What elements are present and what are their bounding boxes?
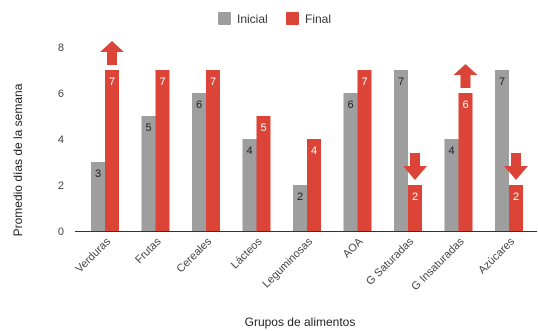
- data-label: 3: [95, 168, 101, 180]
- data-label: 7: [361, 76, 367, 88]
- data-label: 7: [210, 76, 216, 88]
- data-label: 2: [412, 191, 418, 203]
- x-axis-title: Grupos de alimentos: [245, 315, 356, 329]
- bar-final-cereales: [206, 70, 220, 231]
- data-label: 6: [347, 99, 353, 111]
- bar-inicial-verduras: [91, 162, 105, 231]
- data-label: 7: [499, 76, 505, 88]
- x-tick-label: Verduras: [74, 235, 114, 275]
- arrow-up-icon: [100, 41, 124, 65]
- x-axis: Verduras Frutas Cereales LácteosLeguminosas…: [74, 231, 537, 293]
- bar-final-g-saturadas: [408, 185, 422, 231]
- data-label: 2: [297, 191, 303, 203]
- data-label: 7: [109, 76, 115, 88]
- legend-label-inicial: Inicial: [237, 12, 268, 26]
- legend: Inicial Final: [218, 12, 331, 26]
- x-tick-label: G Saturadas: [364, 235, 417, 288]
- bar-final-leguminosas: [307, 139, 321, 231]
- data-label: 5: [260, 122, 266, 134]
- y-axis-title: Promedio días de la semana: [11, 83, 25, 236]
- bar-inicial-azucares: [495, 70, 509, 231]
- y-tick-label: 4: [58, 134, 64, 146]
- data-label: 5: [145, 122, 151, 134]
- data-label: 4: [448, 145, 454, 157]
- bar-inicial-lacteos: [242, 139, 257, 231]
- legend-label-final: Final: [305, 12, 331, 26]
- bar-final-verduras: [105, 70, 119, 231]
- bar-final-lacteos: [256, 116, 271, 231]
- x-tick-label: Leguminosas: [260, 235, 315, 290]
- bar-final-azucares: [509, 185, 523, 231]
- y-tick-label: 2: [58, 180, 64, 192]
- legend-swatch-final: [286, 12, 299, 25]
- arrow-down-icon: [504, 153, 528, 180]
- y-axis: 0 2 4 6 8: [58, 42, 64, 238]
- bar-final-aoa: [357, 70, 372, 231]
- bar-inicial-g-saturadas: [394, 70, 408, 231]
- bar-final-frutas: [155, 70, 170, 231]
- data-label: 4: [246, 145, 252, 157]
- x-tick-label: Cereales: [175, 235, 215, 275]
- bar-inicial-leguminosas: [293, 185, 307, 231]
- arrow-up-icon: [453, 64, 478, 88]
- bar-inicial-aoa: [343, 93, 358, 231]
- y-tick-label: 8: [58, 42, 64, 54]
- annotation-arrows: [100, 41, 528, 180]
- x-tick-label: Azúcares: [476, 235, 517, 276]
- data-label: 6: [196, 99, 202, 111]
- bar-final-g-insaturadas: [458, 93, 473, 231]
- arrow-down-icon: [403, 153, 427, 180]
- y-tick-label: 0: [58, 226, 64, 238]
- bar-inicial-frutas: [141, 116, 156, 231]
- x-tick-label: AOA: [341, 235, 366, 260]
- data-label: 2: [513, 191, 519, 203]
- data-label: 4: [311, 145, 317, 157]
- bar-inicial-g-insaturadas: [444, 139, 459, 231]
- data-label: 7: [398, 76, 404, 88]
- data-label: 7: [159, 76, 165, 88]
- y-tick-label: 6: [58, 88, 64, 100]
- legend-swatch-inicial: [218, 12, 231, 25]
- bar-inicial-cereales: [192, 93, 206, 231]
- data-label: 6: [462, 99, 468, 111]
- x-tick-label: G Insaturadas: [409, 235, 467, 293]
- x-tick-label: Lácteos: [229, 235, 265, 271]
- x-tick-label: Frutas: [133, 235, 164, 266]
